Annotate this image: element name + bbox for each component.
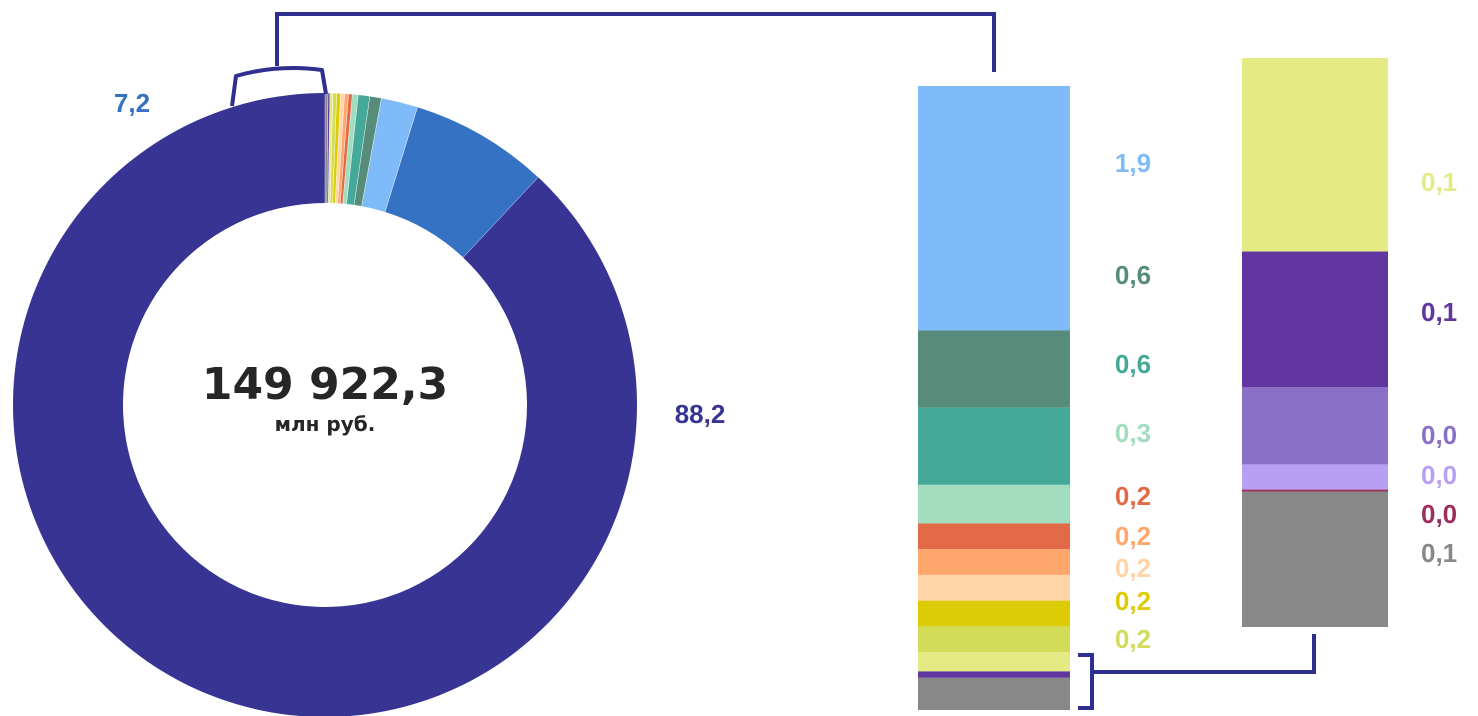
bar1-label-5: 0,2	[1115, 481, 1151, 511]
bar1-label-7: 0,2	[1115, 553, 1151, 583]
donut-labels: 88,2 7,2	[114, 88, 725, 429]
bar1-segment-1	[918, 86, 1070, 331]
donut-slice-5	[346, 94, 371, 206]
stacked-bar-breakdown: 1,90,60,60,30,20,20,20,20,2	[918, 86, 1151, 710]
donut-label-88-2: 88,2	[675, 399, 726, 429]
bar1-segment-6	[918, 549, 1070, 575]
bar1-segment-11	[918, 671, 1070, 678]
bar1-segment-3	[918, 407, 1070, 485]
bar2-label-3: 0,0	[1421, 420, 1457, 450]
bar1-segment-9	[918, 626, 1070, 653]
bar1-segment-12	[918, 677, 1070, 710]
bar2-segment-2	[1242, 251, 1388, 388]
bar1-segment-2	[918, 330, 1070, 408]
bar1-label-6: 0,2	[1115, 521, 1151, 551]
donut-chart	[13, 92, 637, 716]
connector-lines	[230, 12, 1316, 710]
bar2-label-4: 0,0	[1421, 460, 1457, 490]
bar1-bracket	[1078, 653, 1094, 710]
donut-slice-9	[334, 93, 345, 204]
bar2-segment-5	[1242, 489, 1388, 492]
bar1-label-8: 0,2	[1115, 586, 1151, 616]
bar2-label-6: 0,1	[1421, 538, 1457, 568]
bar2-segment-4	[1242, 464, 1388, 490]
bar1-label-1: 1,9	[1115, 148, 1151, 178]
bar1-segment-5	[918, 523, 1070, 550]
donut-slice-7	[339, 93, 353, 204]
bar1-label-3: 0,6	[1115, 349, 1151, 379]
bottom-connector	[1092, 634, 1316, 674]
donut-bracket	[230, 66, 328, 107]
bar1-segment-4	[918, 484, 1070, 524]
bar1-label-9: 0,2	[1115, 624, 1151, 654]
bar2-label-1: 0,1	[1421, 167, 1457, 197]
donut-slice-3	[361, 97, 418, 213]
donut-slice-11	[329, 92, 337, 204]
top-connector	[275, 12, 996, 72]
donut-slice-8	[337, 93, 349, 204]
bar2-label-2: 0,1	[1421, 297, 1457, 327]
bar1-label-2: 0,6	[1115, 260, 1151, 290]
donut-slice-4	[353, 96, 382, 207]
bar2-segment-6	[1242, 491, 1388, 627]
donut-slice-2	[384, 106, 539, 258]
bar2-label-5: 0,0	[1421, 499, 1457, 529]
bar2-segment-1	[1242, 58, 1388, 252]
bar1-segment-7	[918, 574, 1070, 601]
bar1-segment-8	[918, 600, 1070, 627]
bar2-segment-3	[1242, 387, 1388, 465]
bar1-segment-10	[918, 652, 1070, 672]
donut-slice-6	[342, 93, 359, 205]
donut-slice-10	[332, 93, 341, 204]
donut-slice-1	[13, 93, 637, 716]
stacked-bar-detail: 0,1 0,1 0,0 0,0 0,0 0,1	[1242, 58, 1457, 627]
bar1-label-4: 0,3	[1115, 418, 1151, 448]
donut-label-7-2: 7,2	[114, 88, 150, 118]
